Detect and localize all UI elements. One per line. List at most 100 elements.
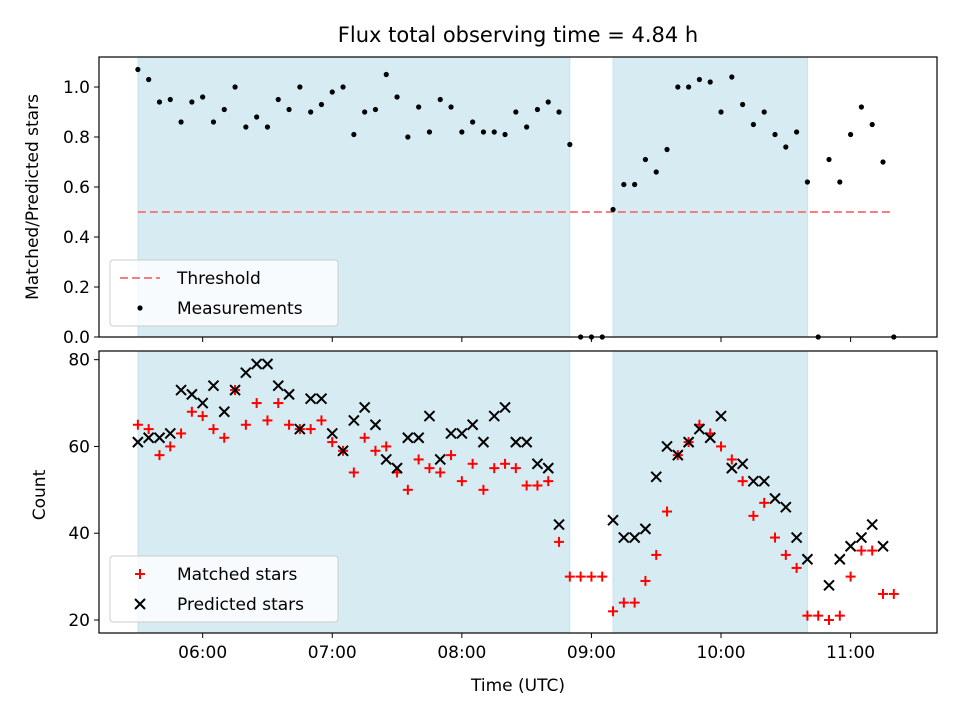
matched-star-point	[564, 571, 575, 582]
measurement-point	[491, 129, 497, 135]
measurement-point	[761, 109, 767, 115]
matched-star-point	[608, 606, 619, 617]
matched-star-point	[824, 614, 835, 625]
measurement-point	[286, 106, 292, 113]
measurement-point	[545, 99, 551, 105]
marker-stroke	[823, 579, 835, 591]
marker-stroke	[672, 449, 684, 461]
predicted-star-point	[423, 410, 436, 422]
measurement-point	[794, 129, 800, 135]
matched-star-point	[316, 415, 327, 426]
matched-star-point	[813, 610, 824, 621]
measurement-point	[610, 206, 616, 213]
measurement-point	[513, 109, 519, 115]
matched-star-point	[867, 545, 878, 556]
marker-stroke	[747, 475, 760, 487]
predicted-star-point	[672, 449, 684, 461]
marker-stroke	[358, 401, 371, 414]
y-tick-label: 60	[68, 437, 90, 457]
matched-star-point	[532, 480, 543, 491]
marker-stroke	[844, 540, 857, 552]
matched-star-point	[186, 406, 197, 417]
measurement-point	[783, 144, 789, 150]
marker-stroke	[229, 384, 241, 396]
matched-star-point	[629, 597, 640, 608]
marker-stroke	[391, 462, 403, 474]
marker-stroke	[790, 531, 803, 544]
marker-stroke	[520, 436, 533, 448]
measurement-point	[189, 99, 195, 105]
marker-stroke	[866, 518, 878, 531]
measurement-point	[470, 119, 476, 125]
matched-star-point	[208, 424, 219, 435]
predicted-star-point	[294, 423, 306, 435]
measurement-point	[372, 106, 379, 113]
predicted-star-point	[844, 540, 857, 552]
marker-stroke	[186, 388, 198, 401]
marker-stroke	[726, 462, 738, 474]
legend-label: Threshold	[176, 269, 261, 289]
legend-label: Measurements	[177, 299, 303, 319]
marker-stroke	[661, 440, 673, 453]
matched-star-point	[370, 445, 381, 456]
marker-stroke	[434, 453, 446, 466]
matched-star-point	[132, 419, 143, 430]
predicted-star-point	[380, 453, 392, 466]
marker-stroke	[704, 432, 716, 444]
matched-star-point	[165, 441, 176, 452]
predicted-star-point	[488, 410, 500, 422]
matched-star-point	[478, 484, 489, 495]
matched-star-point	[802, 610, 813, 621]
marker-stroke	[877, 540, 889, 552]
measurement-point	[459, 129, 465, 135]
marker-stroke	[304, 393, 317, 405]
predicted-star-point	[801, 553, 814, 565]
marker-stroke	[650, 471, 662, 483]
matched-star-point	[381, 441, 392, 452]
measurement-point	[848, 131, 854, 138]
predicted-star-point	[618, 531, 630, 544]
measurement-point	[329, 89, 335, 95]
predicted-star-point	[726, 462, 738, 474]
predicted-star-point	[434, 453, 446, 466]
predicted-star-point	[477, 436, 490, 448]
marker-stroke	[628, 531, 641, 544]
measurement-point	[383, 71, 389, 78]
marker-stroke	[272, 380, 284, 392]
y-tick-label: 1.0	[63, 78, 90, 98]
measurement-point	[297, 84, 303, 90]
marker-stroke	[348, 414, 360, 427]
predicted-star-point	[823, 579, 835, 591]
marker-stroke	[134, 598, 146, 610]
matched-star-point	[618, 597, 629, 608]
measurement-point	[210, 119, 217, 125]
measurement-point	[200, 94, 206, 100]
legend-box	[109, 555, 339, 623]
x-tick-label: 11:00	[826, 643, 875, 663]
x-tick-label: 09:00	[567, 643, 616, 663]
marker-stroke	[834, 553, 846, 565]
matched-star-point	[143, 424, 154, 435]
predicted-star-point	[715, 410, 727, 422]
measurement-point	[146, 76, 152, 83]
y-tick-label: 80	[68, 351, 90, 371]
marker-stroke	[240, 366, 252, 379]
predicted-star-point	[315, 393, 328, 405]
predicted-star-point	[866, 518, 878, 531]
marker-stroke	[758, 475, 770, 487]
predicted-star-point	[402, 432, 414, 444]
matched-star-point	[240, 419, 251, 430]
measurement-point	[416, 104, 422, 110]
predicted-star-point	[682, 436, 695, 448]
measurement-point	[351, 131, 357, 138]
measurement-point	[394, 94, 400, 100]
predicted-star-point	[542, 462, 554, 474]
marker-stroke	[639, 523, 652, 535]
marker-stroke	[769, 492, 781, 505]
predicted-star-point	[445, 427, 457, 440]
matched-star-point	[878, 588, 889, 599]
measurement-point	[750, 121, 757, 128]
matched-star-point	[456, 476, 467, 487]
predicted-star-point	[261, 358, 274, 370]
matched-star-point	[500, 458, 511, 469]
